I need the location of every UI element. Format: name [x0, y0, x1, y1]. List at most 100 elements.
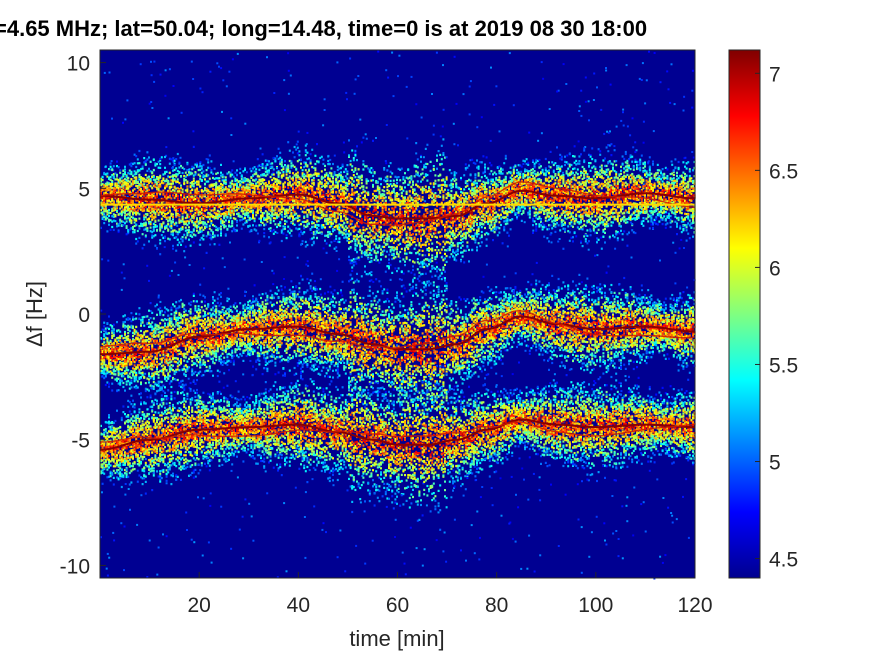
trace-pixel — [209, 225, 211, 227]
trace-pixel — [161, 234, 163, 236]
trace-pixel — [170, 197, 172, 199]
noise-pixel — [169, 275, 171, 277]
noise-pixel — [186, 529, 188, 531]
trace-pixel — [258, 240, 260, 242]
trace-pixel — [252, 224, 254, 226]
trace-pixel — [159, 242, 161, 244]
noise-pixel — [683, 110, 685, 112]
trace-pixel — [310, 214, 312, 216]
noise-pixel — [633, 487, 635, 489]
trace-pixel — [314, 163, 316, 165]
trace-pixel — [342, 224, 344, 226]
noise-pixel — [107, 575, 109, 577]
trace-pixel — [265, 223, 267, 225]
trace-pixel — [274, 223, 276, 225]
noise-pixel — [149, 540, 151, 542]
noise-pixel — [549, 108, 551, 110]
noise-pixel — [669, 102, 671, 104]
trace-pixel — [159, 177, 161, 179]
noise-pixel — [211, 562, 213, 564]
trace-pixel — [161, 218, 163, 220]
trace-pixel — [265, 167, 267, 169]
trace-pixel — [255, 214, 257, 216]
trace-pixel — [194, 214, 196, 216]
trace-pixel — [260, 224, 262, 226]
noise-pixel — [492, 504, 494, 506]
trace-pixel — [308, 178, 310, 180]
trace-pixel — [190, 245, 192, 247]
noise-pixel — [672, 242, 674, 244]
noise-pixel — [424, 200, 426, 202]
noise-pixel — [538, 489, 540, 491]
noise-pixel — [581, 480, 583, 482]
noise-pixel — [537, 140, 539, 142]
noise-pixel — [505, 349, 507, 351]
trace-pixel — [151, 187, 153, 189]
noise-pixel — [593, 73, 595, 75]
trace-pixel — [214, 235, 216, 237]
noise-pixel — [403, 273, 405, 275]
trace-pixel — [330, 241, 332, 243]
trace-pixel — [287, 179, 289, 181]
noise-pixel — [549, 382, 551, 384]
trace-pixel — [273, 229, 275, 231]
trace-pixel — [345, 168, 347, 170]
trace-pixel — [311, 208, 313, 210]
plot-area — [100, 50, 696, 580]
trace-pixel — [340, 171, 342, 173]
noise-pixel — [436, 262, 438, 264]
noise-pixel — [422, 565, 424, 567]
noise-pixel — [323, 247, 325, 249]
trace-pixel — [351, 165, 353, 167]
noise-pixel — [203, 267, 205, 269]
trace-pixel — [263, 212, 265, 214]
trace-pixel — [356, 159, 358, 161]
noise-pixel — [251, 515, 253, 517]
noise-pixel — [324, 98, 326, 100]
trace-pixel — [281, 159, 283, 161]
noise-pixel — [140, 494, 142, 496]
trace-pixel — [271, 166, 273, 168]
noise-pixel — [158, 295, 160, 297]
noise-pixel — [554, 373, 556, 375]
trace-pixel — [206, 223, 208, 225]
noise-pixel — [202, 555, 204, 557]
trace-pixel — [196, 188, 198, 190]
trace-pixel — [335, 238, 337, 240]
trace-pixel — [137, 158, 139, 160]
trace-pixel — [145, 216, 147, 218]
trace-pixel — [207, 161, 209, 163]
trace-pixel — [206, 252, 208, 254]
noise-pixel — [277, 451, 279, 453]
trace-pixel — [138, 218, 140, 220]
noise-pixel — [602, 460, 604, 462]
trace-pixel — [143, 244, 145, 246]
trace-pixel — [241, 228, 243, 230]
trace-pixel — [231, 225, 233, 227]
trace-pixel — [346, 218, 348, 220]
noise-pixel — [558, 347, 560, 349]
trace-pixel — [231, 220, 233, 222]
noise-pixel — [398, 55, 400, 57]
trace-pixel — [148, 156, 150, 158]
noise-pixel — [354, 93, 356, 95]
noise-pixel — [257, 233, 259, 235]
trace-pixel — [159, 175, 161, 177]
trace-pixel — [145, 235, 147, 237]
noise-pixel — [445, 561, 447, 563]
trace-pixel — [290, 160, 292, 162]
trace-pixel — [223, 207, 225, 209]
trace-pixel — [222, 176, 224, 178]
noise-pixel — [605, 70, 607, 72]
noise-pixel — [349, 58, 351, 60]
trace-pixel — [284, 228, 286, 230]
trace-pixel — [135, 224, 137, 226]
trace-pixel — [122, 224, 124, 226]
noise-pixel — [230, 548, 232, 550]
trace-pixel — [194, 234, 196, 236]
trace-pixel — [329, 231, 331, 233]
noise-pixel — [453, 470, 455, 472]
trace-pixel — [290, 235, 292, 237]
noise-pixel — [499, 130, 501, 132]
trace-pixel — [194, 174, 196, 176]
